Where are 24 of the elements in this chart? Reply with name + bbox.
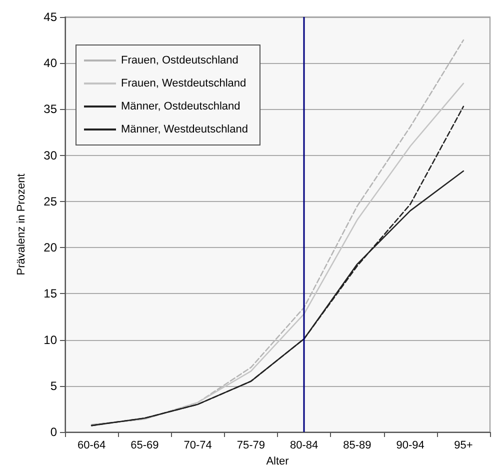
legend-label: Frauen, Westdeutschland <box>121 78 246 90</box>
legend-label: Männer, Westdeutschland <box>121 124 248 136</box>
y-tick-label: 30 <box>44 148 58 162</box>
x-tick-label: 90-94 <box>396 440 424 452</box>
legend-label: Frauen, Ostdeutschland <box>121 54 238 66</box>
y-tick-label: 15 <box>44 286 58 301</box>
y-tick-label: 45 <box>44 10 58 24</box>
x-tick-label: 65-69 <box>130 440 159 452</box>
y-tick-label: 25 <box>44 194 58 208</box>
y-tick-label: 10 <box>44 332 58 347</box>
x-tick-label: 80-84 <box>290 440 318 452</box>
x-tick-label: 75-79 <box>236 440 266 452</box>
x-tick-label: 95+ <box>454 440 473 452</box>
y-tick-label: 35 <box>44 102 58 116</box>
y-tick-label: 0 <box>50 425 58 439</box>
x-tick-label: 85-89 <box>343 440 372 452</box>
y-tick-label: 20 <box>44 240 58 255</box>
x-tick-label: 60-64 <box>77 440 106 452</box>
y-tick-label: 40 <box>44 56 58 70</box>
y-axis-title: Prävalenz in Prozent <box>16 174 28 276</box>
x-axis-title: Alter <box>266 455 290 468</box>
x-tick-label: 70-74 <box>184 440 212 452</box>
legend-label: Männer, Ostdeutschland <box>121 100 240 112</box>
y-tick-label: 5 <box>50 378 58 393</box>
